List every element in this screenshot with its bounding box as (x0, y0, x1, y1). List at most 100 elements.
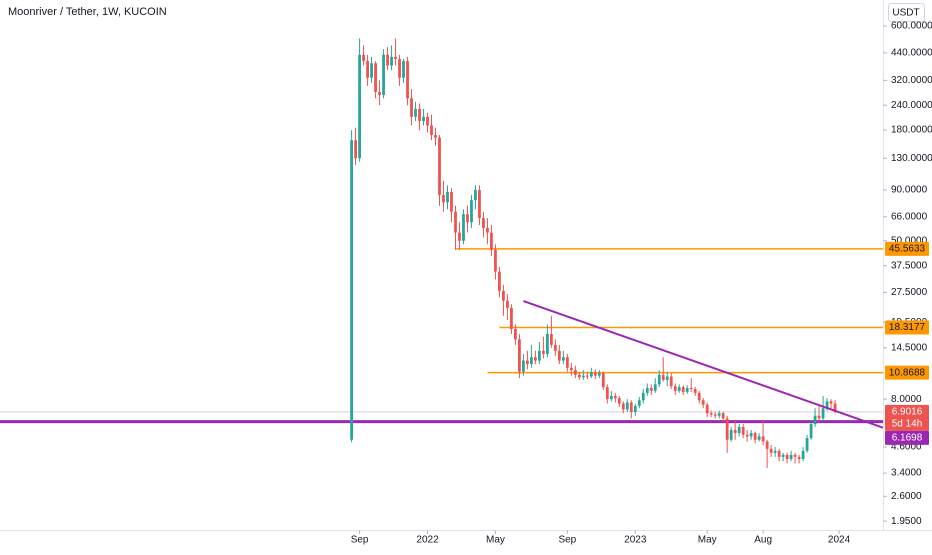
candle-body (518, 339, 521, 372)
candle-body (386, 54, 389, 66)
y-tick-label: 440.0000 (891, 47, 932, 58)
candle-body (350, 140, 354, 440)
y-tick-label: 1.9500 (891, 516, 922, 527)
candle-body (773, 450, 777, 453)
candle-body (729, 429, 733, 440)
candle-body (625, 402, 629, 410)
candle-body (741, 426, 745, 435)
candle-body (765, 441, 769, 449)
candle-body (426, 116, 429, 126)
y-tick-label: 14.5000 (891, 342, 928, 353)
countdown-label: 5d 14h (892, 419, 923, 430)
last-price-box (885, 404, 929, 431)
y-tick-label: 66.0000 (891, 211, 928, 222)
x-tick-label: 2022 (416, 535, 439, 546)
last-price-label: 6.9016 (892, 407, 923, 418)
candle-body (498, 271, 501, 291)
candle-body (685, 388, 689, 392)
candle-body (382, 54, 385, 96)
candle-body (526, 360, 529, 365)
candle-body (593, 372, 597, 376)
y-tick-label: 240.0000 (891, 100, 932, 111)
candle-body (589, 372, 593, 377)
currency-button[interactable] (888, 3, 925, 22)
candle-body (533, 357, 537, 361)
candle-body (781, 454, 785, 457)
candle-body (402, 61, 405, 78)
x-tick-label: 2024 (828, 535, 851, 546)
candle-body (450, 191, 453, 212)
candle-body (641, 392, 645, 401)
x-tick-label: May (698, 535, 717, 546)
candle-body (725, 418, 729, 440)
candle-body (825, 401, 829, 409)
candle-body (529, 357, 533, 365)
candle-body (553, 344, 557, 351)
candle-body (797, 456, 801, 460)
candle-body (609, 395, 613, 400)
candle-body (597, 373, 601, 376)
candle-body (370, 63, 373, 78)
candle-body (545, 334, 549, 354)
candle-body (474, 189, 477, 201)
candle-body (681, 387, 685, 392)
y-tick-label: 50.0000 (891, 235, 928, 246)
candle-body (661, 374, 665, 380)
candle-body (362, 54, 365, 62)
candle-body (406, 61, 409, 99)
candle-body (621, 403, 625, 410)
candle-body (557, 350, 561, 361)
candle-body (366, 61, 369, 78)
candle-body (565, 357, 569, 368)
candle-body (757, 436, 761, 440)
candle-body (809, 424, 813, 439)
support-label: 6.1698 (892, 433, 923, 444)
candle-body (601, 373, 605, 388)
candle-body (398, 58, 401, 78)
candle-body (769, 448, 773, 453)
y-tick-label: 8.0000 (891, 394, 922, 405)
currency-button-label[interactable]: USDT (892, 8, 919, 19)
candle-body (410, 98, 413, 117)
candle-body (697, 392, 701, 401)
y-tick-label: 2.6000 (891, 491, 922, 502)
candle-body (446, 191, 449, 203)
candle-body (394, 56, 397, 59)
y-tick-label: 3.4000 (891, 468, 922, 479)
candle-body (613, 395, 617, 399)
candle-body (793, 454, 797, 457)
x-tick-label: Sep (351, 535, 369, 546)
candle-body (442, 194, 445, 203)
candle-body (378, 91, 381, 96)
candle-body (430, 125, 433, 136)
candle-body (462, 214, 465, 241)
candle-body (737, 426, 741, 434)
candle-body (422, 116, 425, 121)
candle-body (577, 374, 581, 378)
candle-body (649, 388, 653, 391)
candle-body (506, 300, 509, 308)
y-tick-label: 90.0000 (891, 185, 928, 196)
candle-body (657, 374, 661, 385)
level-label-box (885, 241, 929, 256)
y-tick-label: 320.0000 (891, 75, 932, 86)
candle-body (629, 402, 633, 412)
candle-body (569, 367, 573, 371)
support-label-box (885, 430, 929, 445)
y-tick-label: 180.0000 (891, 125, 932, 136)
x-tick-label: 2023 (624, 535, 647, 546)
candle-body (482, 218, 485, 228)
candle-body (829, 401, 833, 404)
candle-body (637, 400, 641, 406)
candle-body (358, 54, 361, 159)
candle-body (537, 350, 541, 361)
candle-body (689, 388, 693, 390)
candle-body (705, 404, 709, 414)
candle-body (821, 408, 825, 419)
trendline (523, 300, 884, 429)
candle-body (777, 450, 781, 457)
level-label: 10.8688 (889, 367, 926, 378)
level-label-box (885, 365, 929, 380)
